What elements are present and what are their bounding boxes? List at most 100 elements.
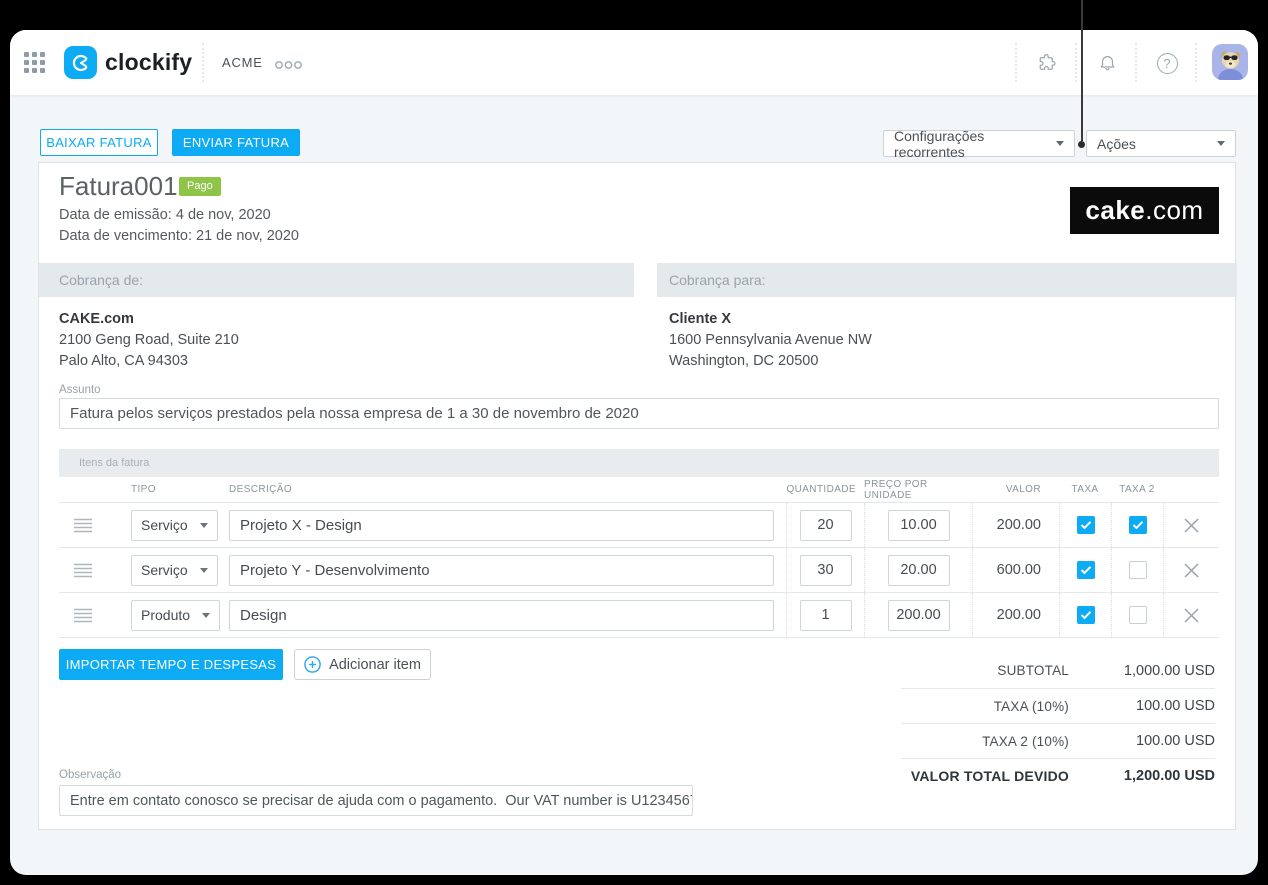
subject-input[interactable]: Fatura pelos serviços prestados pela nos… [59, 398, 1219, 429]
item-description-input[interactable]: Design [229, 599, 774, 631]
bill-from-name: CAKE.com [59, 311, 134, 327]
delete-item-icon[interactable] [1183, 562, 1200, 579]
item-quantity-input[interactable]: 20 [799, 509, 852, 541]
totals-block: SUBTOTAL 1,000.00 USD TAXA (10%) 100.00 … [901, 653, 1215, 793]
bill-to-line1: 1600 Pennsylvania Avenue NW [669, 332, 872, 348]
company-logo: cake .com [1070, 187, 1219, 234]
tax-label: TAXA (10%) [993, 698, 1069, 714]
col-quantity: QUANTIDADE [786, 484, 856, 495]
bill-from-address: CAKE.com 2100 Geng Road, Suite 210 Palo … [59, 309, 239, 372]
item-unit-price-value: 200.00 [896, 607, 941, 623]
bill-to-address: Cliente X 1600 Pennsylvania Avenue NW Wa… [669, 309, 872, 372]
company-logo-rest: .com [1145, 195, 1204, 225]
col-tax: TAXA [1071, 484, 1099, 495]
item-tax-checkbox[interactable] [1076, 516, 1095, 534]
item-tax2-checkbox[interactable] [1128, 561, 1147, 579]
item-description-input[interactable]: Projeto Y - Desenvolvimento [229, 554, 774, 586]
item-tax2-checkbox[interactable] [1128, 606, 1147, 624]
app-window: clockify ACME [10, 30, 1258, 875]
col-tax2: TAXA 2 [1119, 484, 1155, 495]
note-label: Observação [59, 769, 122, 781]
actions-dropdown[interactable]: Ações [1086, 130, 1236, 157]
drag-handle-icon[interactable] [74, 517, 92, 533]
status-badge: Pago [179, 177, 221, 196]
issue-date: Data de emissão: 4 de nov, 2020 [59, 207, 271, 223]
actions-label: Ações [1097, 135, 1136, 152]
item-tax-checkbox[interactable] [1076, 561, 1095, 579]
header-divider [1135, 43, 1137, 82]
drag-handle-icon[interactable] [74, 562, 92, 578]
invoice-item-row: Produto Design 1 200.00 200.00 [59, 593, 1219, 638]
user-avatar[interactable] [1212, 44, 1248, 80]
item-unit-price-value: 20.00 [900, 562, 937, 578]
item-unit-price-input[interactable]: 20.00 [887, 554, 950, 586]
item-quantity-input[interactable]: 30 [799, 554, 852, 586]
tax2-row: TAXA 2 (10%) 100.00 USD [901, 723, 1215, 758]
bill-to-header: Cobrança para: [657, 263, 1237, 297]
col-description: DESCRIÇÃO [229, 484, 293, 495]
chevron-down-icon [199, 567, 208, 573]
items-section-label: Itens da fatura [79, 457, 150, 469]
item-description-value: Design [240, 606, 287, 624]
total-due-row: VALOR TOTAL DEVIDO 1,200.00 USD [901, 758, 1215, 793]
header-divider [1195, 43, 1197, 82]
workspace-more-icon[interactable] [274, 57, 303, 75]
item-quantity-value: 20 [817, 517, 834, 533]
item-unit-price-input[interactable]: 200.00 [887, 599, 950, 631]
help-glyph: ? [1156, 52, 1178, 74]
item-description-input[interactable]: Projeto X - Design [229, 509, 774, 541]
header-divider [1075, 43, 1077, 82]
note-value: Entre em contato conosco se precisar de … [70, 792, 693, 809]
item-type-value: Produto [141, 607, 191, 623]
workspace-name[interactable]: ACME [222, 55, 263, 70]
item-description-value: Projeto X - Design [240, 516, 362, 534]
tax-value: 100.00 USD [1136, 698, 1215, 714]
download-invoice-button[interactable]: BAIXAR FATURA [40, 129, 158, 156]
chevron-down-icon [1217, 141, 1225, 146]
drag-handle-icon[interactable] [74, 607, 92, 623]
col-amount: VALOR [1005, 484, 1041, 495]
recurring-settings-dropdown[interactable]: Configurações recorrentes [883, 128, 1075, 160]
annotation-pointer-line [1081, 0, 1083, 141]
bill-to-line2: Washington, DC 20500 [669, 353, 819, 369]
subtotal-value: 1,000.00 USD [1123, 662, 1215, 679]
company-logo-bold: cake [1085, 195, 1146, 225]
annotation-pointer-dot [1078, 141, 1085, 148]
item-type-value: Serviço [141, 562, 188, 578]
invoice-title: Fatura001 [59, 171, 178, 201]
help-icon[interactable]: ? [1155, 51, 1179, 75]
puzzle-icon[interactable] [1034, 51, 1058, 75]
add-item-label: Adicionar item [329, 656, 421, 673]
item-type-select[interactable]: Serviço [131, 509, 218, 541]
note-input[interactable]: Entre em contato conosco se precisar de … [59, 785, 693, 816]
delete-item-icon[interactable] [1183, 607, 1200, 624]
item-type-value: Serviço [141, 517, 188, 533]
import-time-expenses-button[interactable]: IMPORTAR TEMPO E DESPESAS [59, 649, 283, 680]
chevron-down-icon [202, 612, 211, 618]
subject-label: Assunto [59, 384, 101, 396]
item-tax2-checkbox[interactable] [1128, 516, 1147, 534]
item-tax-checkbox[interactable] [1076, 606, 1095, 624]
item-type-select[interactable]: Serviço [131, 554, 218, 586]
brand-wordmark: clockify [105, 49, 193, 75]
delete-item-icon[interactable] [1183, 517, 1200, 534]
items-table-header: TIPO DESCRIÇÃO QUANTIDADE PREÇO POR UNID… [59, 477, 1219, 503]
bill-from-line1: 2100 Geng Road, Suite 210 [59, 332, 239, 348]
item-unit-price-input[interactable]: 10.00 [887, 509, 950, 541]
item-type-select[interactable]: Produto [131, 599, 221, 631]
items-section-header: Itens da fatura [59, 449, 1219, 477]
tax2-label: TAXA 2 (10%) [982, 733, 1069, 749]
bell-icon[interactable] [1095, 51, 1119, 75]
clockify-logo-icon[interactable] [64, 46, 97, 79]
bill-from-header: Cobrança de: [39, 263, 634, 297]
item-amount: 600.00 [996, 562, 1041, 578]
bill-to-name: Cliente X [669, 311, 732, 327]
add-item-button[interactable]: Adicionar item [294, 649, 431, 680]
header-divider [1015, 43, 1017, 82]
item-description-value: Projeto Y - Desenvolvimento [240, 561, 430, 579]
col-unit-price: PREÇO POR UNIDADE [864, 478, 928, 501]
send-invoice-button[interactable]: ENVIAR FATURA [172, 129, 300, 156]
item-quantity-input[interactable]: 1 [799, 599, 852, 631]
apps-grid-icon[interactable] [24, 52, 45, 73]
